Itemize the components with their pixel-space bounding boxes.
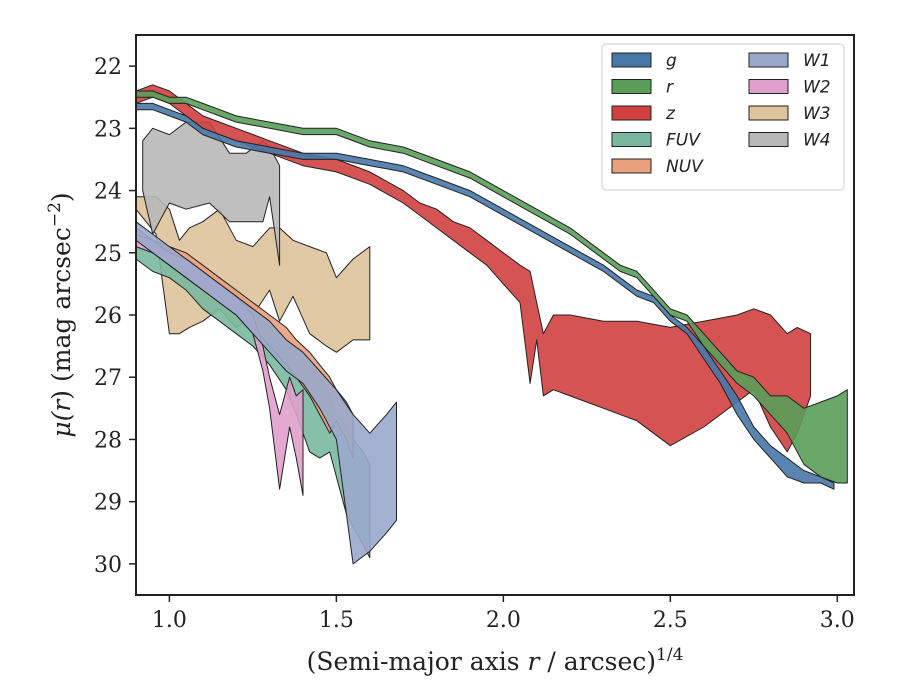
band-w3: [136, 196, 371, 353]
legend-label: FUV: [666, 131, 701, 151]
x-axis: 1.0 1.5 2.0 2.5 3.0: [152, 595, 855, 633]
legend-swatch: [748, 132, 789, 147]
y-axis: 22 23 24 25 26 27 28 29 30: [94, 55, 136, 578]
x-tick-label: 1.5: [319, 608, 354, 633]
legend-swatch: [748, 52, 789, 68]
x-tick-label: 1.0: [152, 608, 187, 633]
legend-label: W4: [803, 131, 831, 151]
x-axis-label: (Semi-major axis r / arcsec)1/4: [307, 645, 684, 676]
y-tick-label: 23: [94, 117, 122, 142]
legend-label: NUV: [666, 157, 704, 177]
y-tick-label: 30: [94, 553, 122, 578]
chart-bands: [136, 84, 848, 565]
y-tick-label: 26: [94, 304, 122, 329]
legend-label: W2: [803, 78, 831, 98]
legend-swatch: [611, 79, 652, 94]
legend-label: W3: [803, 104, 831, 124]
band-r: [136, 90, 848, 484]
y-tick-label: 24: [94, 180, 122, 205]
y-tick-label: 29: [94, 491, 122, 516]
y-tick-label: 25: [94, 242, 122, 267]
y-axis-label: μ(r) (mag arcsec−2): [45, 192, 76, 437]
band-w1: [136, 221, 397, 565]
band-z: [136, 84, 812, 453]
legend-label: g: [666, 51, 677, 71]
y-tick-label: 22: [94, 55, 122, 80]
legend-swatch: [611, 158, 652, 174]
legend-swatch: [611, 52, 652, 68]
band-g: [136, 102, 835, 490]
y-tick-label: 28: [94, 428, 122, 453]
legend-label: r: [666, 78, 674, 98]
legend-swatch: [748, 105, 789, 121]
x-tick-label: 2.0: [486, 608, 521, 633]
y-tick-label: 27: [94, 366, 122, 391]
legend-swatch: [611, 105, 652, 121]
legend-label: W1: [803, 51, 831, 71]
x-tick-label: 2.5: [653, 608, 688, 633]
x-tick-label: 3.0: [820, 608, 855, 633]
legend-label: z: [665, 104, 676, 124]
legend: grz FUV NUV W1 W2 W3 W4: [601, 43, 845, 191]
legend-swatch: [611, 132, 652, 147]
legend-swatch: [748, 79, 789, 94]
